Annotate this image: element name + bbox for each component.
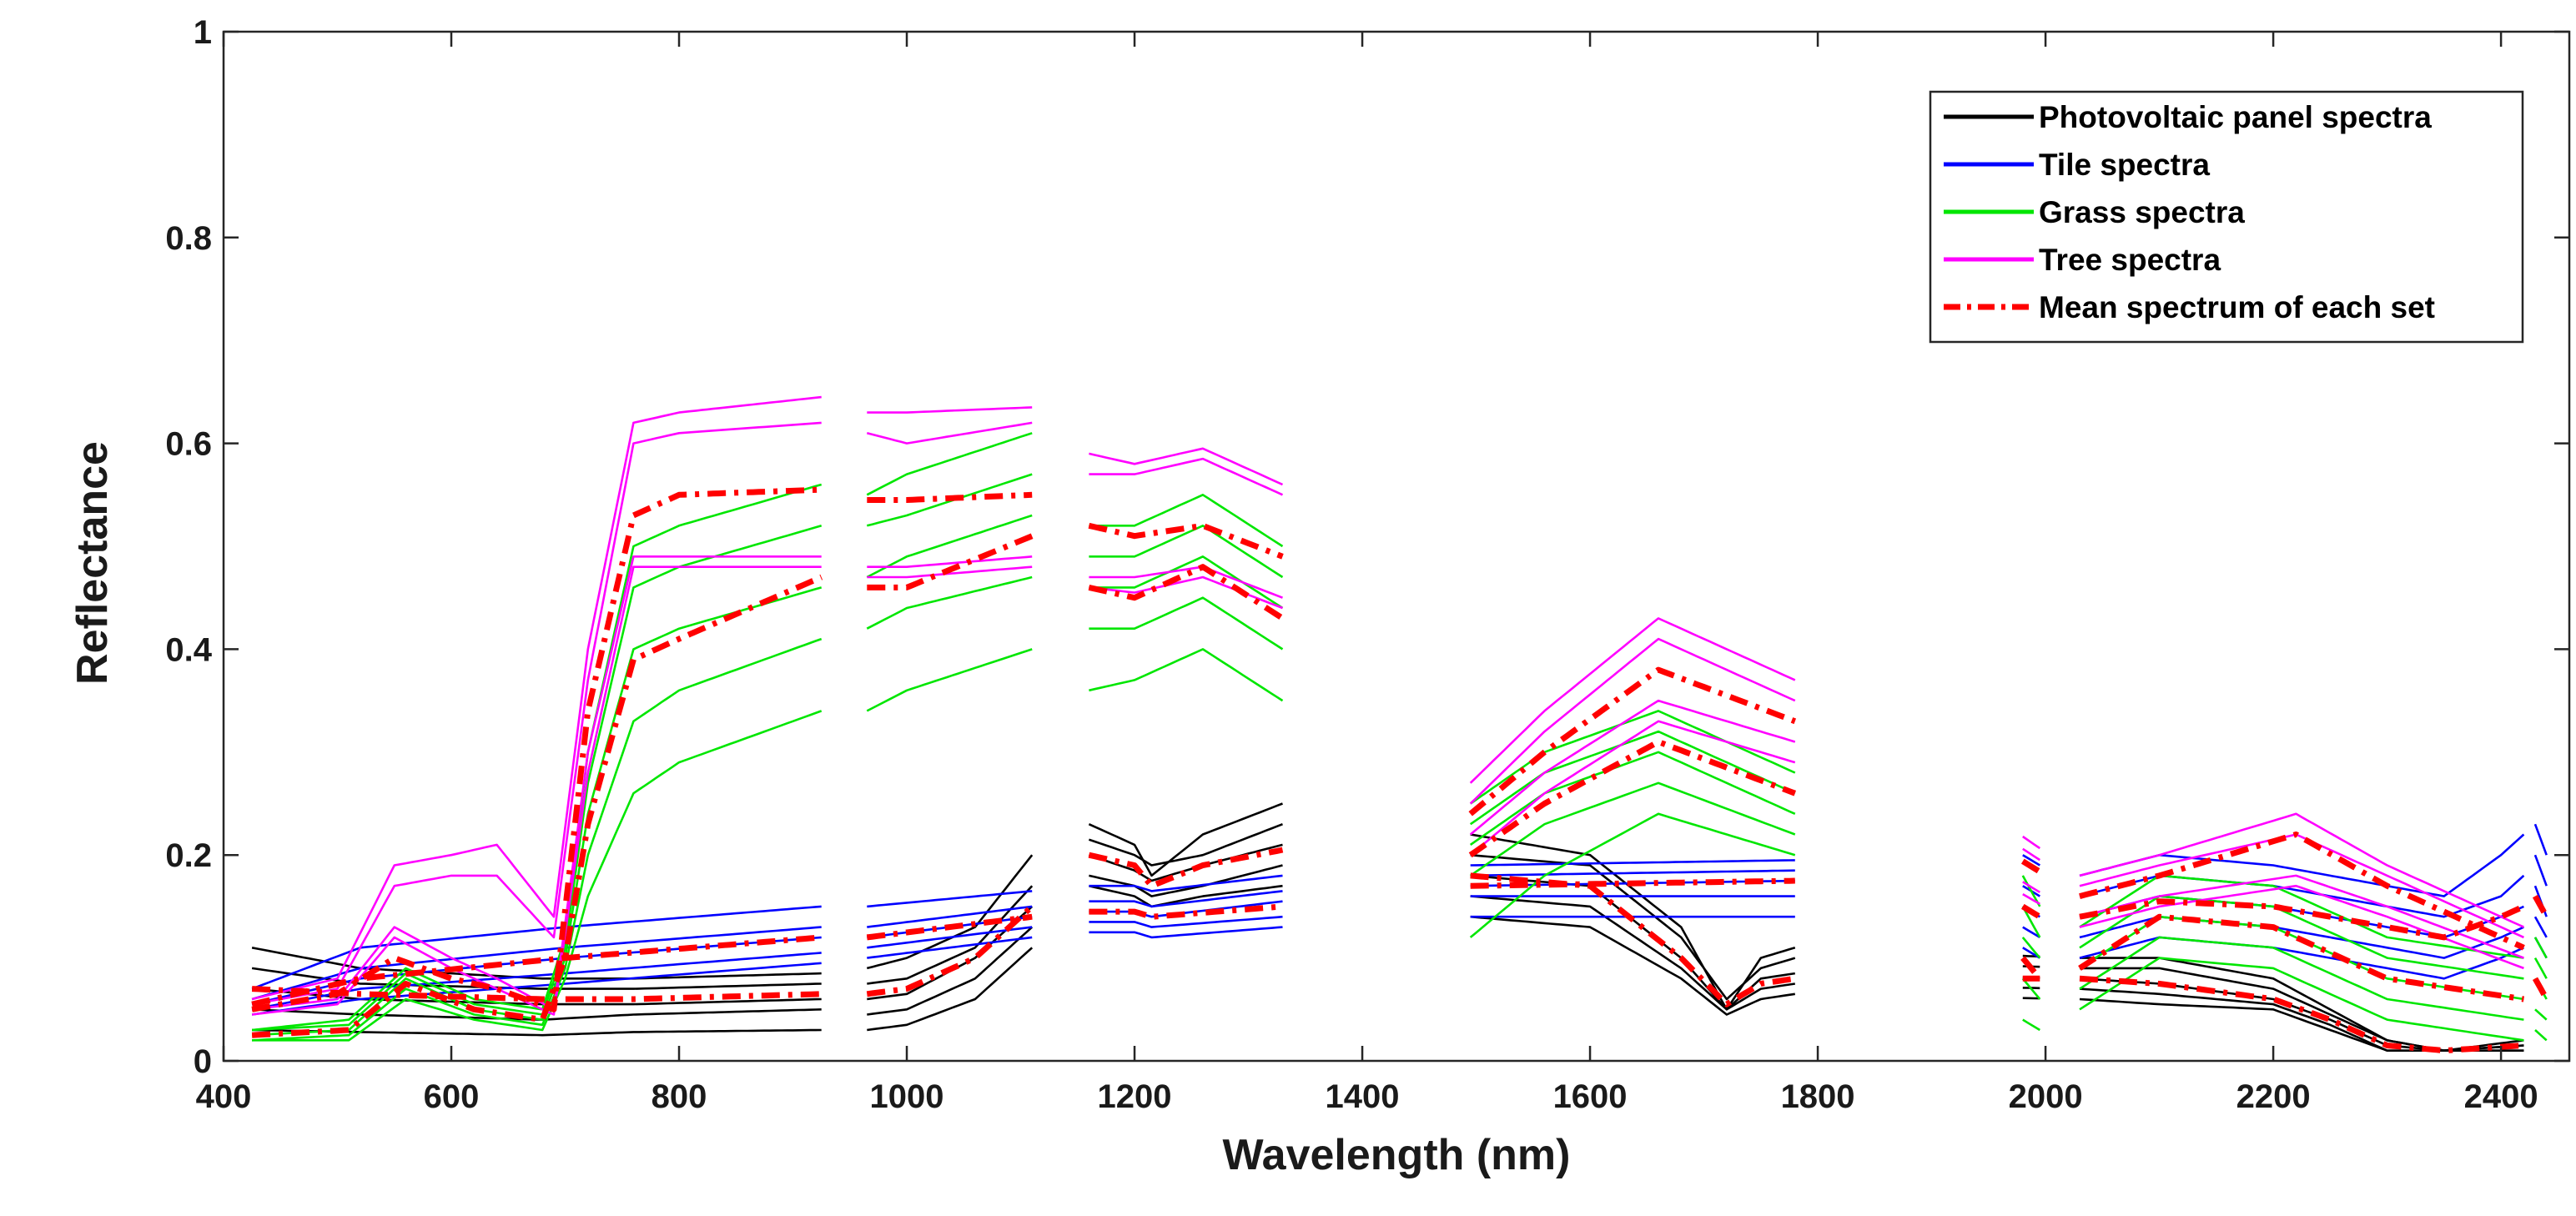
series-line bbox=[251, 395, 2524, 1001]
x-axis-label: Wavelength (nm) bbox=[1223, 1131, 1571, 1179]
legend-label: Grass spectra bbox=[2039, 195, 2245, 229]
series-line bbox=[251, 895, 2548, 1011]
legend-items: Photovoltaic panel spectra Tile spectra Gr… bbox=[1944, 100, 2435, 324]
y-tick-label: 0.2 bbox=[165, 837, 212, 874]
y-axis: 0 0.2 0.4 0.6 0.8 1 bbox=[165, 14, 2569, 1080]
legend-label: Tile spectra bbox=[2039, 148, 2210, 182]
series-line bbox=[252, 575, 2548, 1042]
series-0 bbox=[251, 802, 2524, 1052]
x-tick-label: 2400 bbox=[2464, 1078, 2538, 1115]
legend-box bbox=[1929, 90, 2524, 344]
legend: Photovoltaic panel spectra Tile spectra Gr… bbox=[1929, 90, 2524, 344]
series-line bbox=[251, 432, 2548, 1032]
x-tick-label: 1600 bbox=[1553, 1078, 1628, 1115]
plot-frame bbox=[222, 30, 2571, 1063]
series-line bbox=[252, 648, 2548, 1042]
x-axis: 400 600 800 1000 1200 1400 1600 1800 2000 2200 240… bbox=[196, 32, 2538, 1115]
series-4 bbox=[251, 486, 2549, 1054]
legend-label: Mean spectrum of each set bbox=[2039, 290, 2435, 324]
x-tick-label: 600 bbox=[424, 1078, 480, 1115]
series-line bbox=[251, 802, 2524, 1052]
y-tick-label: 1 bbox=[194, 14, 212, 51]
series-line bbox=[252, 514, 2548, 1037]
y-tick-label: 0.8 bbox=[165, 220, 212, 257]
legend-label: Tree spectra bbox=[2039, 243, 2221, 277]
series-line bbox=[251, 847, 2524, 1054]
y-tick-label: 0.6 bbox=[165, 426, 212, 463]
series-line bbox=[252, 473, 2548, 1032]
x-tick-label: 1800 bbox=[1781, 1078, 1855, 1115]
x-tick-label: 1000 bbox=[870, 1078, 944, 1115]
y-axis-label: Reflectance bbox=[68, 441, 117, 685]
x-tick-label: 1400 bbox=[1326, 1078, 1400, 1115]
series-2 bbox=[251, 432, 2548, 1042]
series-line bbox=[251, 877, 2549, 1007]
series-line bbox=[251, 533, 2549, 1038]
y-tick-label: 0.4 bbox=[165, 631, 212, 668]
y-tick-label: 0 bbox=[194, 1043, 212, 1080]
series-line bbox=[251, 421, 2524, 1006]
x-tick-label: 2000 bbox=[2009, 1078, 2083, 1115]
series-line bbox=[251, 565, 2524, 1016]
x-tick-label: 800 bbox=[652, 1078, 707, 1115]
series-line bbox=[251, 823, 2548, 990]
series-line bbox=[251, 822, 2524, 1052]
series-line bbox=[252, 884, 2524, 1052]
plot-lines bbox=[251, 395, 2549, 1054]
series-line bbox=[251, 486, 2525, 1012]
x-tick-label: 1200 bbox=[1098, 1078, 1172, 1115]
legend-label: Photovoltaic panel spectra bbox=[2039, 100, 2432, 134]
x-tick-label: 400 bbox=[196, 1078, 252, 1115]
x-tick-label: 2200 bbox=[2236, 1078, 2311, 1115]
